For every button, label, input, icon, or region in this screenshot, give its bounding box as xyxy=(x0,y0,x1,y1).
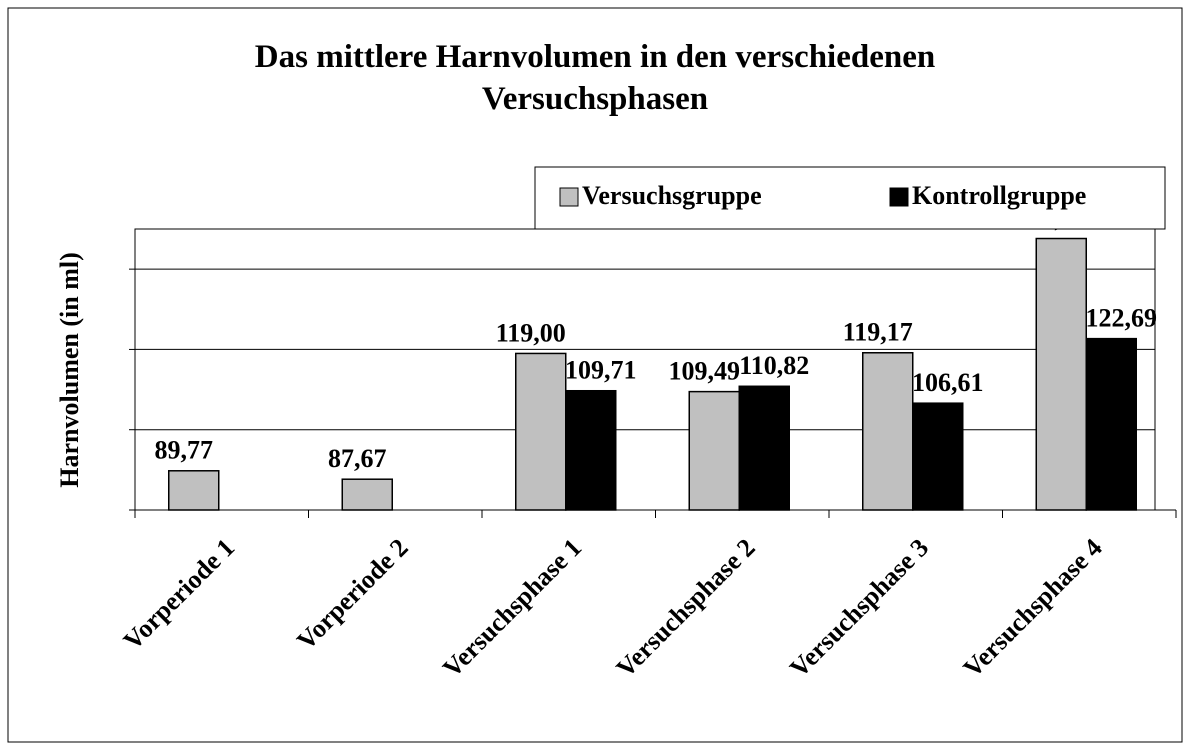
value-label: 87,67 xyxy=(328,444,387,473)
bar xyxy=(1085,337,1137,511)
legend-swatch xyxy=(559,187,579,207)
value-label: 119,17 xyxy=(843,318,913,347)
bar xyxy=(688,390,740,511)
value-label: 89,77 xyxy=(155,436,214,465)
legend-label: Versuchsgruppe xyxy=(582,181,762,210)
bar xyxy=(168,470,220,511)
value-label: 110,82 xyxy=(739,351,809,380)
value-label: 109,71 xyxy=(565,356,637,385)
value-label: 122,69 xyxy=(1086,304,1158,333)
bar xyxy=(1035,237,1087,511)
legend-box xyxy=(534,166,1166,230)
value-label: 106,61 xyxy=(912,368,984,397)
legend-swatch xyxy=(889,187,909,207)
bar xyxy=(862,352,914,511)
title-box: Das mittlere Harnvolumen in den verschie… xyxy=(254,39,936,117)
y-axis-label: Harnvolumen (in ml) xyxy=(55,252,84,487)
bar xyxy=(515,352,567,511)
value-label: 109,49 xyxy=(669,357,741,386)
frame xyxy=(7,7,1183,743)
legend-label: Kontrollgruppe xyxy=(912,181,1086,210)
bar xyxy=(341,478,393,511)
bar xyxy=(565,389,617,511)
chart-title: Das mittlere Harnvolumen in den verschie… xyxy=(254,39,936,117)
bar xyxy=(912,402,964,511)
value-label: 119,00 xyxy=(496,318,566,347)
bar xyxy=(738,385,790,511)
